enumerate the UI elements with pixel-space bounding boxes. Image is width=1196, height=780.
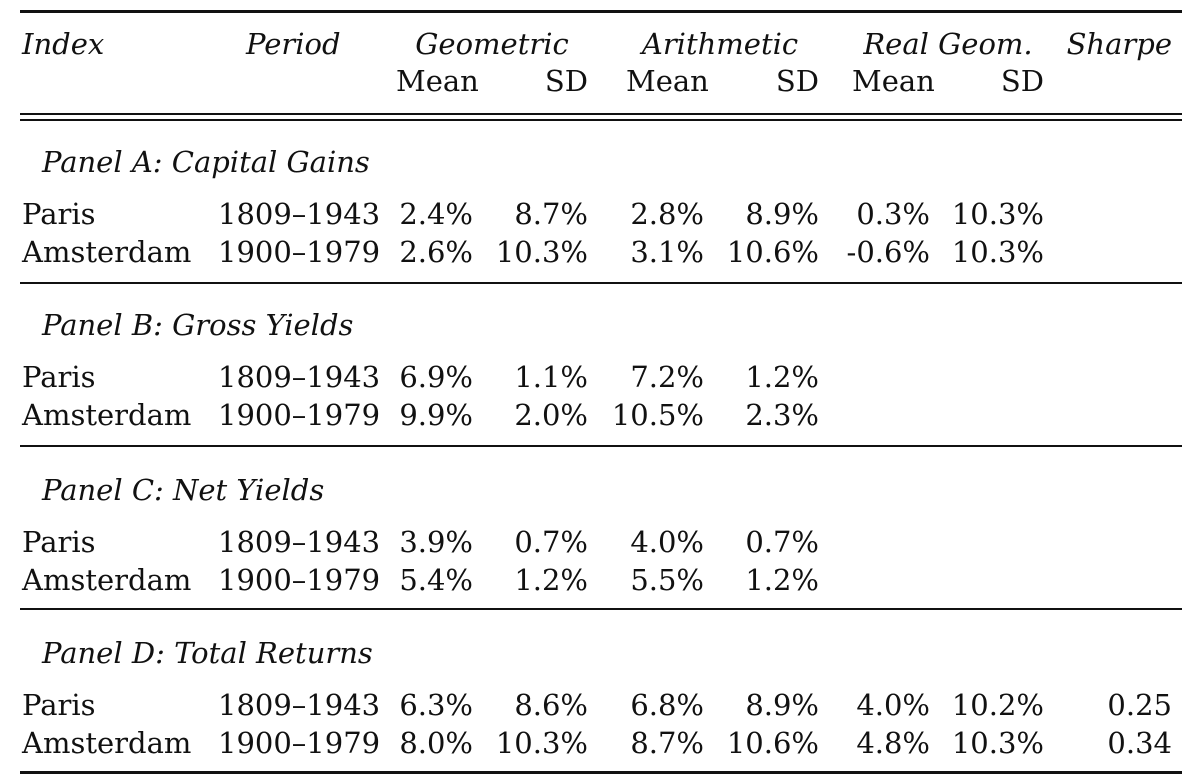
cell-index: Paris [22,360,96,394]
header-real-mean: Mean [852,64,935,98]
cell-geo-sd: 2.0% [514,398,588,432]
cell-geo-sd: 8.6% [514,688,588,722]
panel-title: Panel D: Total Returns [42,636,373,670]
header-geo-sd: SD [544,64,588,98]
cell-real-mean: -0.6% [846,235,930,269]
panel-title: Panel B: Gross Yields [42,308,354,342]
cell-ari-sd: 8.9% [745,688,819,722]
cell-real-sd: 10.3% [951,235,1044,269]
cell-ari-sd: 8.9% [745,197,819,231]
cell-index: Amsterdam [22,235,192,269]
cell-period: 1809–1943 [218,525,381,559]
cell-real-mean: 4.8% [856,726,930,760]
header-ari-sd: SD [775,64,819,98]
header-double-rule-upper [20,113,1182,115]
cell-ari-sd: 2.3% [745,398,819,432]
header-geo-mean: Mean [396,64,479,98]
header-real-sd: SD [1000,64,1044,98]
cell-ari-mean: 2.8% [630,197,704,231]
panel-a-bottom-rule [20,282,1182,284]
cell-geo-mean: 9.9% [399,398,473,432]
header-index: Index [22,27,105,61]
cell-geo-mean: 2.6% [399,235,473,269]
cell-geo-mean: 6.3% [399,688,473,722]
cell-sharpe: 0.25 [1107,688,1172,722]
header-period: Period [246,27,341,61]
cell-period: 1900–1979 [218,235,381,269]
cell-geo-sd: 10.3% [495,726,588,760]
cell-index: Amsterdam [22,726,192,760]
cell-index: Paris [22,688,96,722]
cell-ari-sd: 10.6% [726,235,819,269]
cell-ari-mean: 7.2% [630,360,704,394]
cell-ari-sd: 1.2% [745,563,819,597]
header-ari-mean: Mean [626,64,709,98]
cell-index: Paris [22,525,96,559]
bottom-rule [20,771,1182,774]
cell-period: 1900–1979 [218,398,381,432]
header-double-rule-lower [20,119,1182,121]
cell-real-mean: 4.0% [856,688,930,722]
cell-geo-sd: 0.7% [514,525,588,559]
cell-period: 1809–1943 [218,197,381,231]
cell-period: 1809–1943 [218,360,381,394]
header-arithmetic: Arithmetic [641,27,799,61]
cell-ari-sd: 0.7% [745,525,819,559]
cell-ari-mean: 5.5% [630,563,704,597]
cell-index: Paris [22,197,96,231]
panel-title: Panel A: Capital Gains [42,145,370,179]
cell-real-sd: 10.3% [951,197,1044,231]
cell-period: 1900–1979 [218,563,381,597]
cell-real-sd: 10.3% [951,726,1044,760]
cell-ari-sd: 1.2% [745,360,819,394]
cell-period: 1900–1979 [218,726,381,760]
cell-real-mean: 0.3% [856,197,930,231]
cell-geo-mean: 6.9% [399,360,473,394]
cell-geo-mean: 8.0% [399,726,473,760]
cell-geo-sd: 10.3% [495,235,588,269]
cell-geo-mean: 2.4% [399,197,473,231]
cell-geo-mean: 3.9% [399,525,473,559]
header-real-geom: Real Geom. [863,27,1033,61]
cell-ari-mean: 10.5% [611,398,704,432]
cell-ari-mean: 4.0% [630,525,704,559]
header-geometric: Geometric [415,27,569,61]
cell-ari-mean: 3.1% [630,235,704,269]
panel-b-bottom-rule [20,445,1182,447]
panel-c-bottom-rule [20,608,1182,610]
cell-index: Amsterdam [22,563,192,597]
cell-geo-sd: 8.7% [514,197,588,231]
panel-title: Panel C: Net Yields [42,473,325,507]
cell-geo-sd: 1.2% [514,563,588,597]
cell-ari-mean: 8.7% [630,726,704,760]
cell-ari-sd: 10.6% [726,726,819,760]
cell-ari-mean: 6.8% [630,688,704,722]
cell-geo-mean: 5.4% [399,563,473,597]
top-rule [20,10,1182,13]
cell-geo-sd: 1.1% [514,360,588,394]
header-sharpe: Sharpe [1066,27,1172,61]
cell-index: Amsterdam [22,398,192,432]
cell-period: 1809–1943 [218,688,381,722]
cell-real-sd: 10.2% [951,688,1044,722]
cell-sharpe: 0.34 [1107,726,1172,760]
